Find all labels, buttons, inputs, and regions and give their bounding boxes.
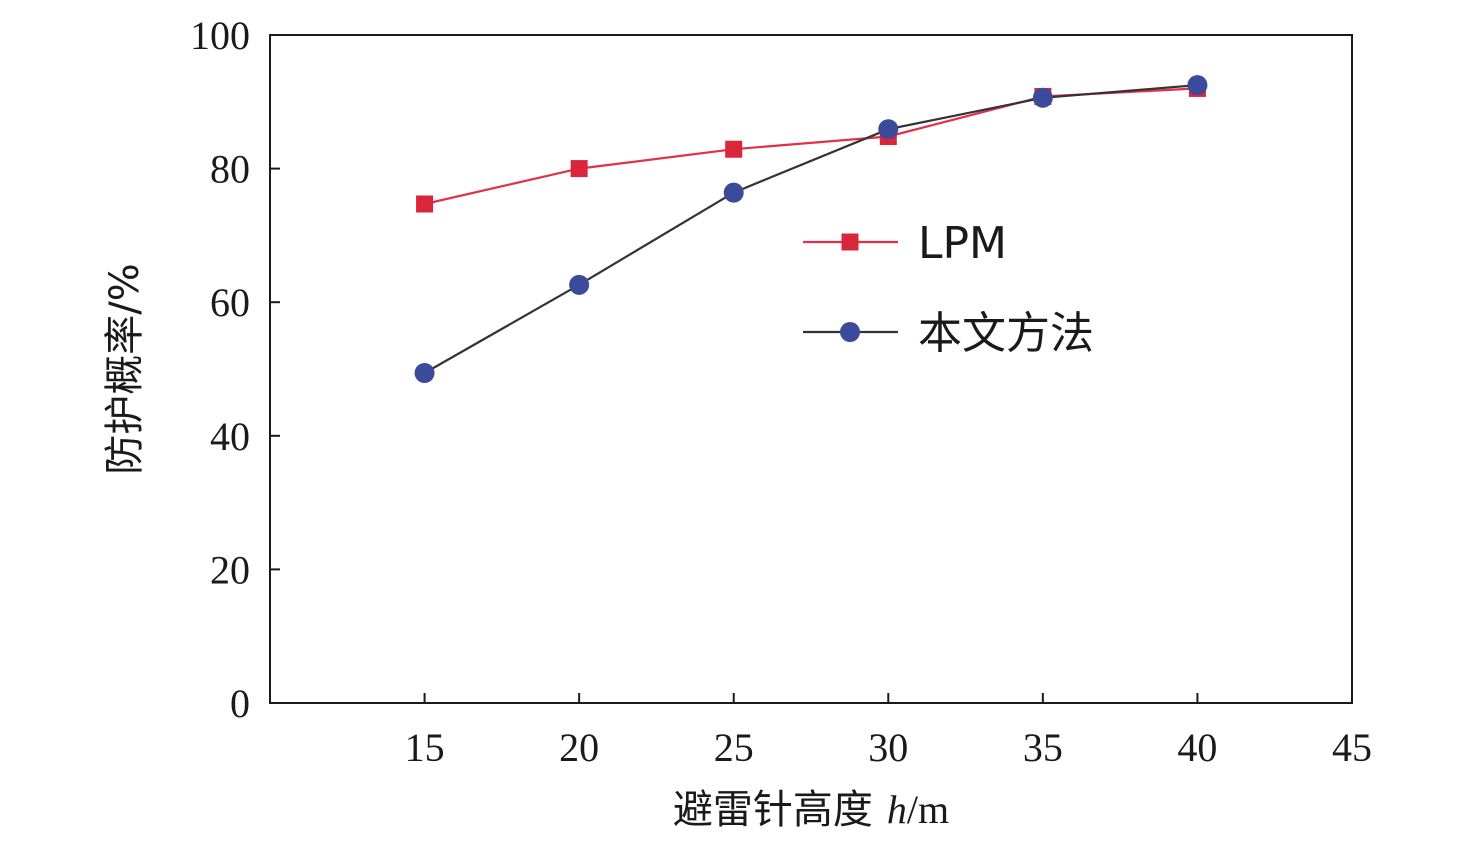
y-tick-label: 100 bbox=[190, 13, 250, 58]
x-tick-label: 40 bbox=[1177, 725, 1217, 770]
legend-label: 本文方法 bbox=[918, 308, 1094, 359]
legend-label: LPM bbox=[918, 218, 1007, 269]
data-point bbox=[416, 195, 434, 213]
data-point bbox=[725, 140, 743, 158]
data-point bbox=[1032, 87, 1053, 108]
x-tick-label: 35 bbox=[1023, 725, 1063, 770]
y-tick-label: 40 bbox=[210, 414, 250, 459]
data-point bbox=[841, 233, 859, 251]
data-point bbox=[723, 182, 744, 203]
data-point bbox=[569, 274, 590, 295]
data-point bbox=[878, 119, 899, 140]
x-axis-title-unit: /m bbox=[907, 787, 949, 832]
x-tick-label: 45 bbox=[1332, 725, 1372, 770]
x-axis-title-var: h bbox=[887, 787, 907, 832]
series-layer bbox=[414, 75, 1208, 384]
y-tick-label: 0 bbox=[230, 681, 250, 726]
y-tick-label: 60 bbox=[210, 280, 250, 325]
x-tick-label: 20 bbox=[559, 725, 599, 770]
data-point bbox=[1187, 75, 1208, 96]
ticks-layer: 15 20 25 30 35 40 45 0 20 40 60 80 100 bbox=[190, 13, 1372, 770]
series-1 bbox=[414, 75, 1208, 384]
x-axis-title-text: 避雷针高度 bbox=[673, 787, 873, 833]
x-axis-title: 避雷针高度 h/m bbox=[673, 787, 949, 833]
x-tick-label: 30 bbox=[868, 725, 908, 770]
data-point bbox=[414, 363, 435, 384]
x-tick-label: 15 bbox=[405, 725, 445, 770]
y-tick-label: 80 bbox=[210, 147, 250, 192]
legend-item: LPM bbox=[803, 218, 1007, 269]
series-0 bbox=[416, 79, 1206, 213]
data-point bbox=[570, 160, 588, 178]
y-tick-label: 20 bbox=[210, 547, 250, 592]
plot-frame bbox=[269, 34, 1353, 704]
series-line bbox=[424, 87, 1198, 206]
data-point bbox=[840, 322, 860, 342]
legend-item: 本文方法 bbox=[803, 308, 1094, 359]
y-axis-title: 防护概率/% bbox=[102, 263, 148, 474]
x-tick-label: 25 bbox=[714, 725, 754, 770]
legend: LPM 本文方法 bbox=[803, 218, 1094, 359]
series-line bbox=[424, 84, 1198, 374]
